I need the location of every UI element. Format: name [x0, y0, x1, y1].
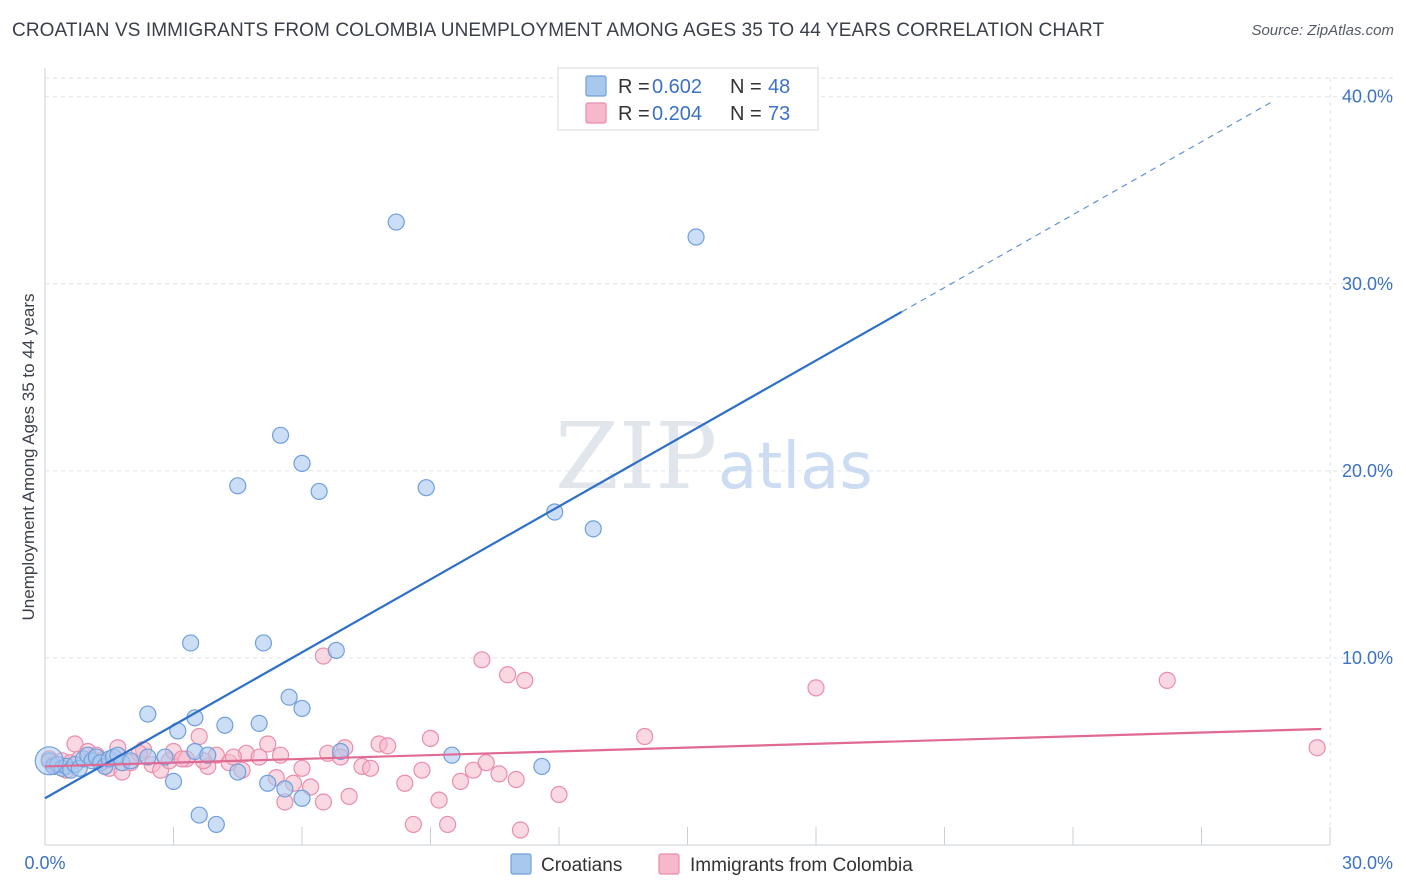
croatian-point — [417, 479, 435, 497]
x-tick-label: 0.0% — [24, 853, 65, 873]
legend-r-label-1: R = — [618, 103, 650, 125]
chart-title: CROATIAN VS IMMIGRANTS FROM COLOMBIA UNE… — [12, 20, 1105, 41]
croatian-point — [293, 789, 311, 807]
y-tick-label: 10.0% — [1342, 648, 1393, 668]
colombia-point — [396, 774, 414, 792]
trend-lines — [44, 99, 1322, 800]
colombia-points — [40, 647, 1326, 839]
croatian-point — [182, 634, 200, 652]
colombia-point — [430, 791, 448, 809]
croatian-point — [259, 774, 277, 792]
colombia-point — [413, 761, 431, 779]
croatian-trend-extension — [901, 99, 1275, 313]
legend-r-value-0: 0.602 — [652, 76, 702, 98]
colombia-point — [271, 746, 290, 764]
colombia-point — [477, 754, 495, 772]
legend-swatch-croatians — [585, 75, 607, 97]
colombia-point — [516, 671, 534, 689]
colombia-point — [379, 737, 397, 755]
colombia-point — [1308, 739, 1326, 757]
croatian-point — [276, 780, 294, 798]
croatian-point — [156, 748, 174, 766]
croatian-point — [34, 746, 64, 776]
croatian-point — [122, 752, 140, 770]
croatian-point — [199, 746, 217, 764]
croatian-point — [327, 641, 345, 660]
legend-n-value-0: 48 — [768, 76, 790, 98]
colombia-point — [451, 772, 470, 790]
croatian-trend-line — [44, 310, 903, 800]
bottom-legend-swatch-colombia — [658, 853, 680, 875]
croatian-point — [310, 482, 328, 501]
colombia-point — [499, 666, 517, 684]
legend-n-value-1: 73 — [768, 103, 790, 125]
colombia-point — [190, 727, 208, 746]
colombia-point — [361, 759, 380, 777]
croatian-point — [190, 806, 208, 824]
croatian-point — [293, 699, 311, 718]
legend-n-label-1: N = — [730, 103, 762, 125]
colombia-point — [293, 759, 311, 777]
colombia-point — [636, 727, 654, 746]
axes — [44, 68, 1331, 846]
watermark-atlas: atlas — [718, 430, 873, 504]
croatian-point — [293, 454, 311, 472]
croatian-point — [229, 763, 247, 781]
croatian-point — [139, 705, 157, 723]
colombia-point — [507, 770, 525, 789]
y-tick-label: 30.0% — [1342, 274, 1393, 294]
legend-r-label-0: R = — [618, 76, 650, 98]
croatian-point — [139, 748, 157, 766]
croatian-point — [533, 757, 551, 776]
croatian-point — [387, 213, 405, 231]
colombia-point — [259, 735, 277, 753]
croatian-point — [584, 520, 602, 538]
tick-labels: 10.0% 20.0% 30.0% 40.0% 0.0% 30.0% — [24, 87, 1393, 873]
croatian-points — [34, 213, 705, 834]
colombia-trend-line — [44, 727, 1322, 768]
croatian-point — [250, 714, 268, 733]
croatian-point — [271, 426, 290, 444]
y-tick-label: 40.0% — [1342, 87, 1393, 107]
croatian-point — [254, 634, 273, 652]
colombia-point — [464, 761, 482, 779]
bottom-legend-label-croatians: Croatians — [541, 855, 622, 876]
bottom-legend-label-colombia: Immigrants from Colombia — [690, 855, 913, 876]
colombia-point — [421, 729, 440, 747]
colombia-point — [314, 793, 333, 811]
croatian-point — [207, 815, 225, 834]
legend-r-value-1: 0.204 — [652, 103, 702, 125]
legend-n-label-0: N = — [730, 76, 762, 98]
croatian-point — [687, 228, 705, 246]
bottom-legend-swatch-croatians — [510, 853, 532, 875]
colombia-point — [550, 785, 568, 804]
colombia-point — [224, 748, 243, 766]
colombia-point — [340, 787, 358, 805]
legend-swatch-colombia — [585, 102, 607, 124]
croatian-point — [280, 688, 298, 706]
croatian-point — [546, 503, 564, 521]
x-tick-label: 30.0% — [1342, 853, 1393, 873]
colombia-point — [439, 815, 457, 834]
chart-source: Source: ZipAtlas.com — [1251, 22, 1394, 39]
watermark: ZIP atlas — [555, 403, 873, 510]
croatian-point — [164, 772, 183, 790]
colombia-point — [807, 679, 825, 697]
colombia-point — [511, 821, 530, 839]
colombia-point — [1158, 671, 1176, 689]
y-tick-label: 20.0% — [1342, 461, 1393, 481]
colombia-point — [490, 765, 508, 783]
colombia-point — [404, 815, 422, 834]
croatian-point — [229, 477, 247, 495]
croatian-point — [216, 716, 234, 734]
y-axis-label: Unemployment Among Ages 35 to 44 years — [19, 294, 38, 621]
bottom-legend: Croatians Immigrants from Colombia — [510, 853, 913, 876]
croatian-point — [331, 742, 350, 761]
colombia-point — [473, 651, 491, 669]
legend: R = 0.602 N = 48 R = 0.204 N = 73 — [557, 67, 819, 131]
